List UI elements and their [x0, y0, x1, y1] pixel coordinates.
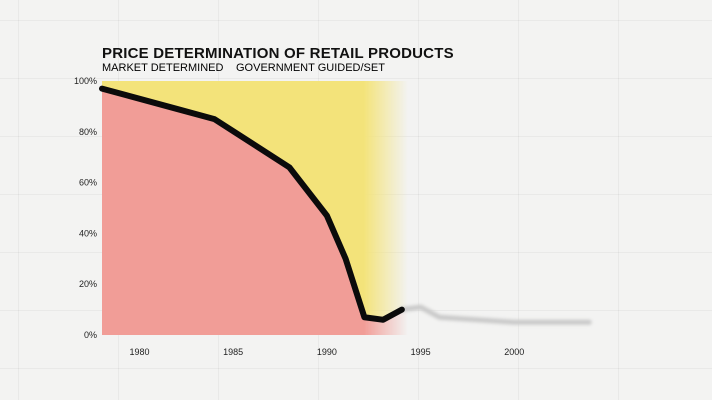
x-tick-label: 1980: [129, 347, 149, 357]
government-guided-line: [99, 85, 405, 323]
x-tick-label: 1995: [411, 347, 431, 357]
area-group: [102, 81, 412, 336]
y-tick-label: 20%: [79, 279, 97, 289]
y-tick-label: 60%: [79, 178, 97, 188]
x-tick-label: 1990: [317, 347, 337, 357]
y-tick-label: 40%: [79, 228, 97, 238]
x-tick-label: 2000: [504, 347, 524, 357]
y-tick-label: 0%: [84, 330, 97, 340]
government-guided-area: [102, 88, 412, 336]
y-tick-label: 100%: [74, 76, 97, 86]
x-tick-label: 1985: [223, 347, 243, 357]
faded-continuation-line: [399, 304, 592, 325]
legend-government-guided: GOVERNMENT GUIDED/SET: [236, 62, 385, 74]
legend-market-determined: MARKET DETERMINED: [102, 62, 224, 74]
y-tick-label: 80%: [79, 127, 97, 137]
chart-title: PRICE DETERMINATION OF RETAIL PRODUCTS: [102, 45, 454, 62]
